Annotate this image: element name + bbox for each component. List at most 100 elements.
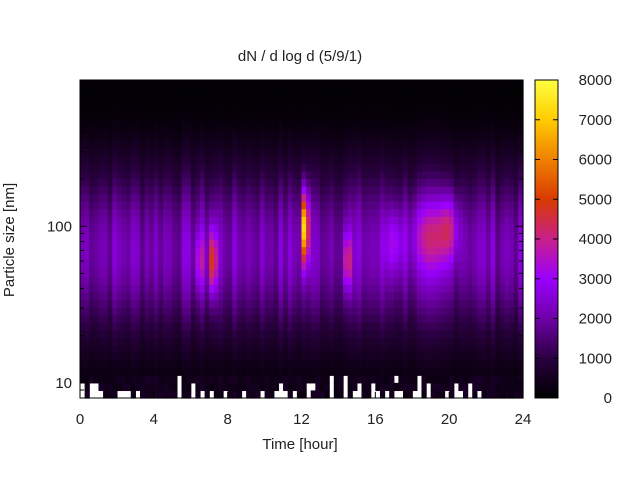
heatmap-cell	[172, 117, 178, 127]
heatmap-cell	[199, 246, 206, 255]
heatmap-cell	[518, 125, 524, 134]
heatmap-cell	[199, 155, 206, 164]
heatmap-cell	[435, 186, 441, 195]
heatmap-cell	[264, 133, 270, 142]
heatmap-cell	[458, 352, 464, 361]
heatmap-cell	[509, 186, 515, 195]
heatmap-cell	[384, 299, 390, 308]
heatmap-cell	[509, 307, 515, 316]
heatmap-cell	[232, 208, 238, 217]
heatmap-cell	[89, 375, 95, 384]
heatmap-cell	[112, 170, 118, 180]
heatmap-cell	[324, 95, 330, 104]
heatmap-cell	[80, 148, 86, 157]
heatmap-cell	[186, 375, 192, 384]
heatmap-cell	[356, 87, 363, 96]
heatmap-cell	[135, 239, 141, 248]
heatmap-cell	[269, 299, 275, 308]
heatmap-cell	[292, 231, 298, 240]
heatmap-cell	[481, 193, 487, 202]
heatmap-cell	[84, 314, 90, 323]
heatmap-cell	[176, 307, 183, 316]
heatmap-cell	[435, 140, 441, 149]
heatmap-cell	[190, 276, 196, 286]
heatmap-cell	[375, 367, 381, 376]
heatmap-cell	[278, 208, 284, 217]
heatmap-cell	[301, 261, 307, 270]
heatmap-cell	[232, 216, 238, 225]
heatmap-cell	[352, 345, 358, 354]
heatmap-cell	[287, 382, 293, 392]
heatmap-cell	[412, 284, 418, 293]
heatmap-cell	[319, 208, 326, 217]
heatmap-cell	[246, 102, 252, 111]
heatmap-cell	[209, 140, 215, 149]
heatmap-cell	[343, 148, 349, 157]
heatmap-cell	[259, 382, 266, 392]
heatmap-cell	[356, 125, 363, 134]
heatmap-cell	[107, 155, 113, 164]
heatmap-cell	[370, 208, 376, 217]
heatmap-cell	[347, 117, 353, 127]
heatmap-cell	[232, 352, 238, 361]
heatmap-cell	[453, 231, 459, 240]
heatmap-cell	[453, 163, 459, 172]
heatmap-cell	[439, 140, 446, 149]
heatmap-cell	[93, 201, 100, 210]
heatmap-cell	[149, 148, 155, 157]
heatmap-cell	[504, 133, 510, 142]
heatmap-cell	[449, 155, 455, 164]
heatmap-cell	[352, 186, 358, 195]
heatmap-cell	[430, 360, 436, 369]
heatmap-cell	[176, 117, 183, 127]
heatmap-cell	[89, 80, 95, 89]
heatmap-cell	[103, 140, 109, 149]
heatmap-cell	[89, 269, 95, 278]
heatmap-cell	[472, 375, 478, 384]
heatmap-cell	[93, 155, 100, 164]
heatmap-cell	[463, 276, 469, 286]
heatmap-cell	[218, 117, 224, 127]
heatmap-cell	[130, 163, 136, 172]
heatmap-cell	[453, 276, 459, 286]
heatmap-cell	[130, 148, 136, 157]
heatmap-cell	[144, 322, 150, 331]
heatmap-cell	[209, 367, 215, 376]
heatmap-cell	[329, 299, 335, 308]
heatmap-cell	[426, 170, 432, 180]
heatmap-cell	[412, 102, 418, 111]
heatmap-cell	[186, 125, 192, 134]
heatmap-cell	[310, 163, 316, 172]
heatmap-cell	[398, 329, 404, 339]
heatmap-cell	[458, 87, 464, 96]
heatmap-cell	[393, 140, 399, 149]
heatmap-cell	[444, 292, 450, 301]
heatmap-cell	[241, 155, 247, 164]
heatmap-cell	[407, 155, 413, 164]
heatmap-cell	[172, 337, 178, 346]
heatmap-cell	[107, 87, 113, 96]
heatmap-cell	[116, 170, 123, 180]
heatmap-cell	[292, 102, 298, 111]
heatmap-cell	[227, 133, 233, 142]
heatmap-cell	[338, 329, 344, 339]
heatmap-cell	[403, 284, 409, 293]
heatmap-cell	[389, 216, 395, 225]
heatmap-cell	[135, 110, 141, 119]
heatmap-cell	[112, 178, 118, 187]
heatmap-cell	[407, 239, 413, 248]
heatmap-cell	[116, 261, 123, 270]
heatmap-cell	[370, 186, 376, 195]
heatmap-cell	[366, 216, 372, 225]
heatmap-cell	[264, 193, 270, 202]
heatmap-cell	[407, 208, 413, 217]
heatmap-cell	[379, 140, 386, 149]
heatmap-cell	[232, 95, 238, 104]
heatmap-cell	[513, 246, 519, 255]
heatmap-cell	[139, 125, 146, 134]
heatmap-cell	[319, 201, 326, 210]
heatmap-cell	[421, 193, 427, 202]
heatmap-cell	[116, 125, 123, 134]
heatmap-cell	[98, 329, 104, 339]
heatmap-cell	[301, 292, 307, 301]
